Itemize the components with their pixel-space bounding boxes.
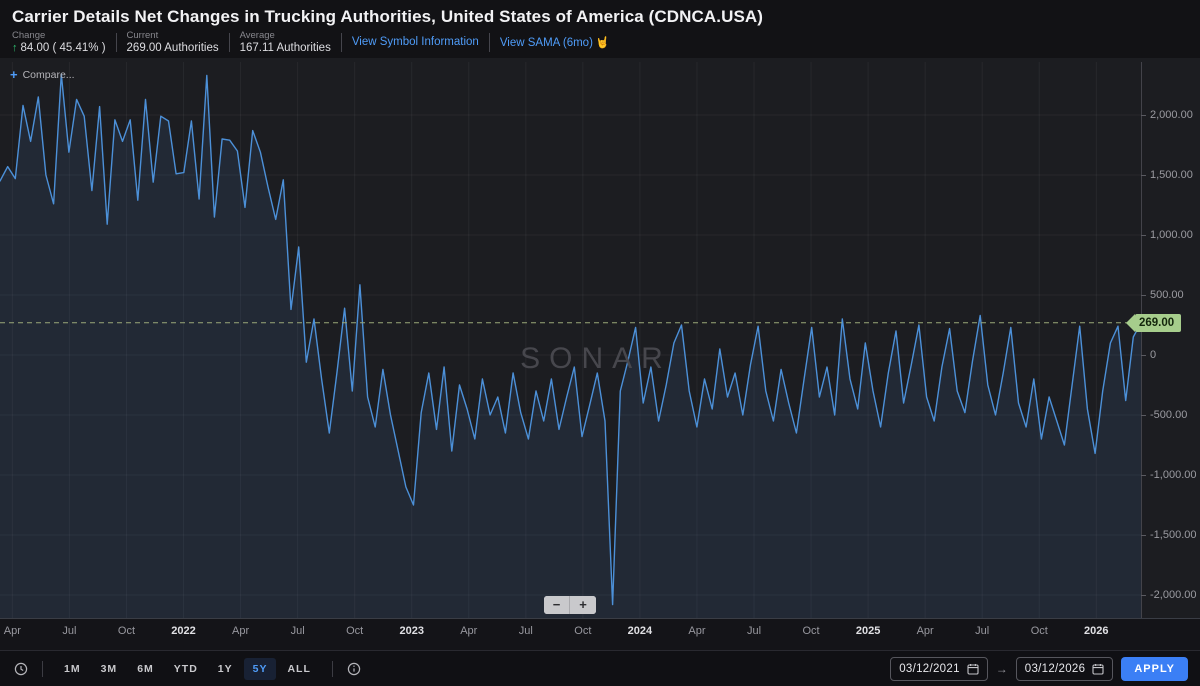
compare-button[interactable]: + Compare... — [10, 67, 75, 82]
y-axis-tick-label: -1,500.00 — [1150, 529, 1197, 541]
plus-icon: + — [10, 67, 18, 82]
date-to-input[interactable]: 03/12/2026 — [1015, 656, 1114, 681]
current-value-badge: 269.00 — [1125, 313, 1182, 332]
period-button-1m[interactable]: 1M — [55, 658, 90, 680]
stat-change: Change ↑ 84.00 ( 45.41% ) — [12, 30, 106, 55]
history-clock-button[interactable] — [12, 660, 30, 678]
x-axis-month-label: Apr — [231, 625, 250, 637]
divider — [115, 32, 117, 52]
calendar-icon — [1092, 663, 1104, 675]
y-axis-tick — [1141, 595, 1146, 596]
period-button-3m[interactable]: 3M — [92, 658, 127, 680]
y-axis-tick-label: -500.00 — [1150, 409, 1188, 421]
x-axis-year-label: 2026 — [1084, 625, 1109, 637]
divider — [488, 32, 490, 52]
average-value: 167.11 Authorities — [239, 41, 331, 54]
info-icon — [347, 662, 361, 675]
chart-area: 2,000.00 1,500.00 1,000.00 500.00 0 -500.00 -1… — [0, 58, 1200, 651]
stat-average: Average 167.11 Authorities — [240, 30, 331, 55]
compare-label: Compare... — [22, 69, 75, 81]
up-arrow-icon: ↑ — [12, 41, 18, 54]
period-button-all[interactable]: ALL — [278, 658, 319, 680]
calendar-icon — [967, 663, 979, 675]
price-chart[interactable] — [0, 62, 1141, 618]
current-label: Current — [126, 29, 159, 41]
x-axis-year-label: 2022 — [171, 625, 196, 637]
x-axis-month-label: Jul — [518, 625, 533, 637]
x-axis-month-label: Apr — [3, 625, 21, 637]
y-axis-tick-label: -2,000.00 — [1150, 589, 1197, 601]
clock-icon — [14, 662, 28, 675]
page-title: Carrier Details Net Changes in Trucking … — [12, 7, 764, 26]
range-arrow-icon: → — [995, 661, 1008, 676]
stat-current: Current 269.00 Authorities — [127, 30, 219, 55]
x-axis-month-label: Jul — [290, 625, 305, 637]
y-axis-tick — [1141, 355, 1146, 356]
zoom-controls: − + — [544, 596, 596, 614]
x-axis-month-label: Oct — [802, 625, 820, 637]
y-axis-tick-label: -1,000.00 — [1150, 469, 1197, 481]
divider — [228, 32, 230, 52]
x-axis-month-label: Jul — [62, 625, 77, 637]
y-axis-tick-label: 2,000.00 — [1150, 109, 1193, 121]
period-button-1y[interactable]: 1Y — [209, 658, 242, 680]
divider — [340, 32, 342, 52]
period-button-5y[interactable]: 5Y — [243, 657, 277, 680]
x-axis-year-label: 2024 — [627, 625, 653, 637]
y-axis-tick — [1141, 535, 1146, 536]
y-axis-tick — [1141, 475, 1146, 476]
y-axis-tick-label: 1,500.00 — [1150, 169, 1193, 181]
y-axis-tick — [1141, 295, 1146, 296]
y-axis-tick — [1141, 175, 1146, 176]
chart-header: Carrier Details Net Changes in Trucking … — [0, 0, 1200, 58]
y-axis-tick-label: 0 — [1150, 349, 1157, 361]
apply-button[interactable]: APPLY — [1121, 656, 1188, 681]
stats-row: Change ↑ 84.00 ( 45.41% ) Current 269.00… — [12, 29, 610, 55]
divider — [331, 660, 333, 677]
x-axis-month-label: Apr — [916, 625, 934, 637]
y-axis-tick — [1141, 115, 1146, 116]
y-axis-tick-label: 500.00 — [1150, 289, 1184, 301]
y-axis-tick-label: 1,000.00 — [1150, 229, 1193, 241]
x-axis-year-label: 2025 — [855, 625, 881, 637]
current-value: 269.00 Authorities — [126, 41, 219, 54]
date-from-value: 03/12/2021 — [899, 662, 960, 675]
x-axis-month-label: Oct — [574, 625, 592, 637]
zoom-in-button[interactable]: + — [570, 596, 596, 614]
bottom-toolbar: 1M 3M 6M YTD 1Y 5Y ALL 03/12/2021 → 03/12/2026 — [0, 650, 1200, 686]
x-axis-month-label: Apr — [688, 625, 706, 637]
view-sama-link[interactable]: View SAMA (6mo) 🤘 — [499, 36, 610, 49]
x-axis-month-label: Jul — [746, 625, 762, 637]
x-axis-month-label: Oct — [1030, 625, 1048, 637]
change-value: 84.00 ( 45.41% ) — [20, 41, 106, 54]
zoom-out-button[interactable]: − — [544, 596, 570, 614]
period-button-6m[interactable]: 6M — [128, 658, 163, 680]
x-axis-month-label: Apr — [460, 625, 478, 637]
x-axis-year-label: 2023 — [399, 625, 424, 637]
period-button-ytd[interactable]: YTD — [165, 658, 207, 680]
x-axis-month-label: Oct — [117, 625, 136, 637]
date-to-value: 03/12/2026 — [1024, 662, 1086, 675]
y-axis-line — [1141, 62, 1142, 618]
y-axis-tick — [1141, 415, 1146, 416]
x-axis[interactable]: Apr Jul Oct 2022 Apr Jul Oct 2023 Apr Jul Oct 2024 A… — [0, 618, 1200, 651]
divider — [42, 660, 43, 677]
hand-emoji-icon: 🤘 — [595, 36, 610, 49]
change-label: Change — [12, 29, 46, 41]
average-label: Average — [239, 29, 275, 41]
view-symbol-information-link[interactable]: View Symbol Information — [351, 36, 479, 48]
date-from-input[interactable]: 03/12/2021 — [890, 656, 988, 681]
sonar-watermark: SONAR — [520, 342, 672, 375]
x-axis-month-label: Jul — [975, 625, 990, 637]
x-axis-month-label: Oct — [346, 625, 364, 637]
y-axis-tick — [1141, 235, 1146, 236]
info-button[interactable] — [345, 660, 363, 678]
